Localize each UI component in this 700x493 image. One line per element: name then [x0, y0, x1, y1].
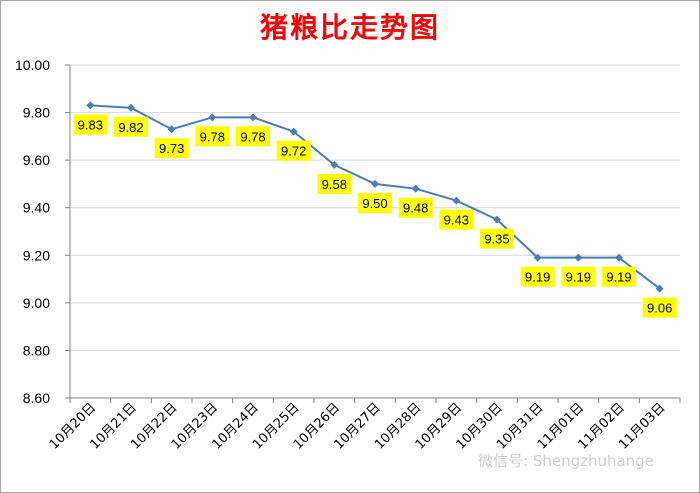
data-point — [574, 253, 583, 262]
data-label: 9.19 — [606, 270, 631, 285]
data-point — [411, 184, 420, 193]
data-label-bg — [642, 297, 677, 318]
y-tick-label: 8.80 — [23, 342, 50, 358]
data-label: 9.19 — [566, 270, 591, 285]
data-label: 9.48 — [403, 201, 428, 216]
data-label: 9.73 — [159, 141, 184, 156]
data-label-bg — [398, 197, 433, 218]
data-label-bg — [520, 266, 555, 287]
data-label: 9.50 — [362, 196, 387, 211]
data-label-bg — [317, 173, 352, 194]
data-label-bg — [358, 192, 392, 213]
data-label: 9.58 — [322, 177, 347, 192]
data-label: 9.19 — [525, 270, 550, 285]
series-line-group — [86, 101, 664, 293]
data-point — [249, 113, 257, 122]
data-point — [655, 284, 664, 293]
data-labels: 9.83 9.82 9.73 9.78 9.78 9.72 9.58 9.50 9.48 9.43… — [73, 114, 677, 318]
data-label-bg — [236, 126, 270, 147]
data-label: 9.72 — [281, 144, 306, 159]
data-label-bg — [602, 266, 636, 287]
axes — [65, 64, 681, 403]
data-point — [371, 179, 379, 188]
y-tick-label: 9.80 — [23, 105, 50, 121]
data-point — [452, 196, 461, 205]
data-label: 9.83 — [78, 117, 103, 132]
y-tick-label: 10.00 — [15, 57, 50, 73]
data-point — [208, 113, 217, 122]
y-tick-label: 9.20 — [23, 247, 50, 263]
data-point — [615, 253, 623, 262]
data-label: 9.06 — [647, 301, 672, 316]
data-label-bg — [154, 138, 189, 159]
data-label-bg — [439, 209, 474, 230]
data-point — [167, 125, 176, 134]
data-point — [330, 160, 339, 169]
y-tick-label: 9.60 — [23, 152, 50, 168]
watermark-text: 微信号: Shengzhuhange — [478, 452, 654, 470]
data-label-bg — [480, 228, 514, 249]
y-tick-label: 9.40 — [23, 200, 50, 216]
x-axis-ticks: 10月20日10月21日10月22日10月23日10月24日10月25日10月2… — [47, 400, 669, 452]
y-tick-label: 8.60 — [23, 390, 50, 406]
chart-title: 猪粮比走势图 — [259, 11, 440, 44]
y-tick-label: 9.00 — [23, 295, 50, 311]
data-point — [289, 127, 298, 136]
data-label: 9.43 — [444, 213, 469, 228]
data-label: 9.78 — [200, 129, 225, 144]
y-axis-ticks: 8.60 8.80 9.00 9.20 9.40 9.60 9.80 10.00 — [15, 57, 50, 406]
data-point — [493, 215, 501, 224]
data-point — [86, 101, 95, 110]
data-label-bg — [73, 114, 108, 135]
data-label: 9.78 — [240, 129, 265, 144]
data-label: 9.35 — [484, 232, 509, 247]
data-label-bg — [276, 140, 311, 161]
data-label: 9.82 — [118, 120, 143, 135]
data-label-bg — [114, 116, 148, 137]
data-point — [127, 103, 135, 112]
data-label-bg — [195, 126, 230, 147]
data-label-bg — [561, 266, 596, 287]
data-point — [533, 253, 542, 262]
gridlines — [70, 64, 680, 399]
